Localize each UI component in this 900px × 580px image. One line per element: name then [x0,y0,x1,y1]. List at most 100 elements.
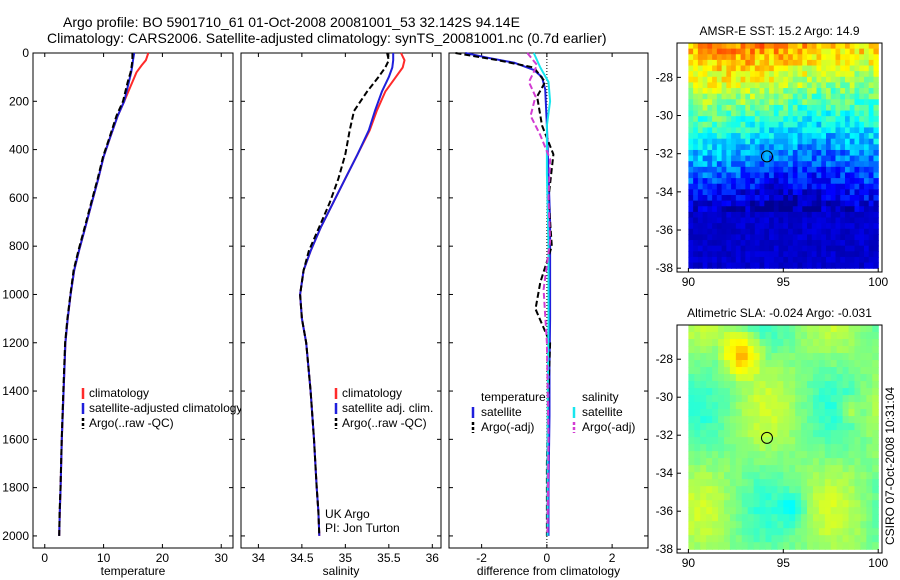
sst_map-cell [702,200,708,207]
sst_map-cell [792,234,799,241]
sst_map-cell [750,48,756,55]
sst_map-cell [830,110,837,117]
sst_map-cell [816,127,822,134]
sla_map-cell [783,367,790,375]
sst_map-cell [826,88,832,95]
sst_map-cell [797,251,803,258]
sst_map-cell [873,116,879,123]
sst_map-cell [849,104,856,112]
sla_map-cell [807,325,814,333]
sst_map-cell [754,178,761,185]
sla_map-cell [836,367,844,375]
sla_map-cell [842,542,850,550]
sst_map-cell [859,166,865,174]
sst_map-cell [773,262,780,269]
sla_map-cell [765,458,773,466]
sst_map-cell [826,155,832,162]
sst_map-cell [816,121,822,129]
sst_map-cell [726,127,732,134]
sla_map-cell [795,479,802,487]
sla_map-cell [818,437,826,445]
sst_map-cell [735,82,742,89]
sla_map-cell [688,451,695,459]
sst_map-cell [863,99,870,106]
sst_map-cell [688,121,694,129]
sst_map-cell [816,48,822,55]
sst_map-cell [778,251,784,258]
sla_map-cell [854,486,862,494]
sla_map-cell [700,479,707,487]
sla_map-cell [789,458,796,466]
sst_map-cell [807,217,813,224]
sst_map-cell [788,93,794,100]
sla_map-cell [765,423,773,431]
temperature-legend-label: Argo(..raw -QC) [89,416,174,430]
sla_map-cell [718,458,725,466]
sla_map-cell [872,493,879,501]
sla_map-cell [848,416,856,424]
sst_map-cell [783,211,789,219]
sst_map-cell [707,155,713,162]
sla_map-cell [801,528,808,536]
sst_map-cell [788,121,794,129]
sla_map-cell [759,493,767,501]
sst_map-cell [821,183,827,190]
sla_map-cell [729,381,737,389]
sla_map-cell [795,346,802,354]
sla_map-cell [688,374,695,382]
sst_map-cell [840,149,846,157]
sla_map-cell [765,472,773,480]
sst_map-cell [849,65,856,72]
sst_map-cell [726,138,732,145]
sla_map-cell [759,339,767,347]
sst_map-cell [844,228,851,236]
sst_map-cell [773,43,780,50]
sst_map-cell [716,127,723,134]
sst_map-cell [721,189,727,196]
sst_map-cell [693,54,699,61]
sla_map-cell [747,507,755,515]
sla_map-cell [765,430,773,438]
sst_map-cell [854,166,860,174]
sst_map-cell [811,245,818,252]
sst_map-cell [778,133,784,140]
sst_map-cell [816,166,822,174]
sla_map-cell [777,367,784,375]
sst_map-cell [759,104,765,112]
sst_map-cell [697,43,704,50]
sst_map-cell [759,133,765,140]
sst_map-cell [688,133,694,140]
sla_map-cell [801,423,808,431]
sst_map-cell [807,195,813,202]
sst_map-cell [778,121,784,129]
sst_map-cell [702,251,708,258]
sst_map-cell [840,127,846,134]
sst_map-cell [868,110,875,117]
sst_map-cell [735,127,742,134]
sst_map-cell [754,256,761,264]
sst_map-cell [873,166,879,174]
sst_map-cell [859,189,865,196]
sla_map-cell [807,528,814,536]
sst_map-cell [868,234,875,241]
sst_map-cell [783,183,789,190]
sla_map-cell [830,493,838,501]
sla_map-cell [866,416,873,424]
sst_map-cells [688,43,879,269]
sst_map-cell [821,138,827,145]
sla_map-cell [872,353,879,361]
sst_map-cell [769,262,775,269]
sst_map-cell [863,93,870,100]
temperature-ytick-label: 1000 [2,287,29,301]
sla_map-cell [807,521,814,529]
sla_map-cell [801,388,808,396]
sst_map-cell [712,93,718,100]
sst_map-cell [792,223,799,230]
sst_map-cell [693,121,699,129]
sst_map-cell [716,116,723,123]
sst_map-cell [868,65,875,72]
sla_map-cell [700,493,707,501]
sst_map-cell [731,256,737,264]
salinity-legend-label: Argo(..raw -QC) [342,416,427,430]
sst_map-cell [697,104,704,112]
